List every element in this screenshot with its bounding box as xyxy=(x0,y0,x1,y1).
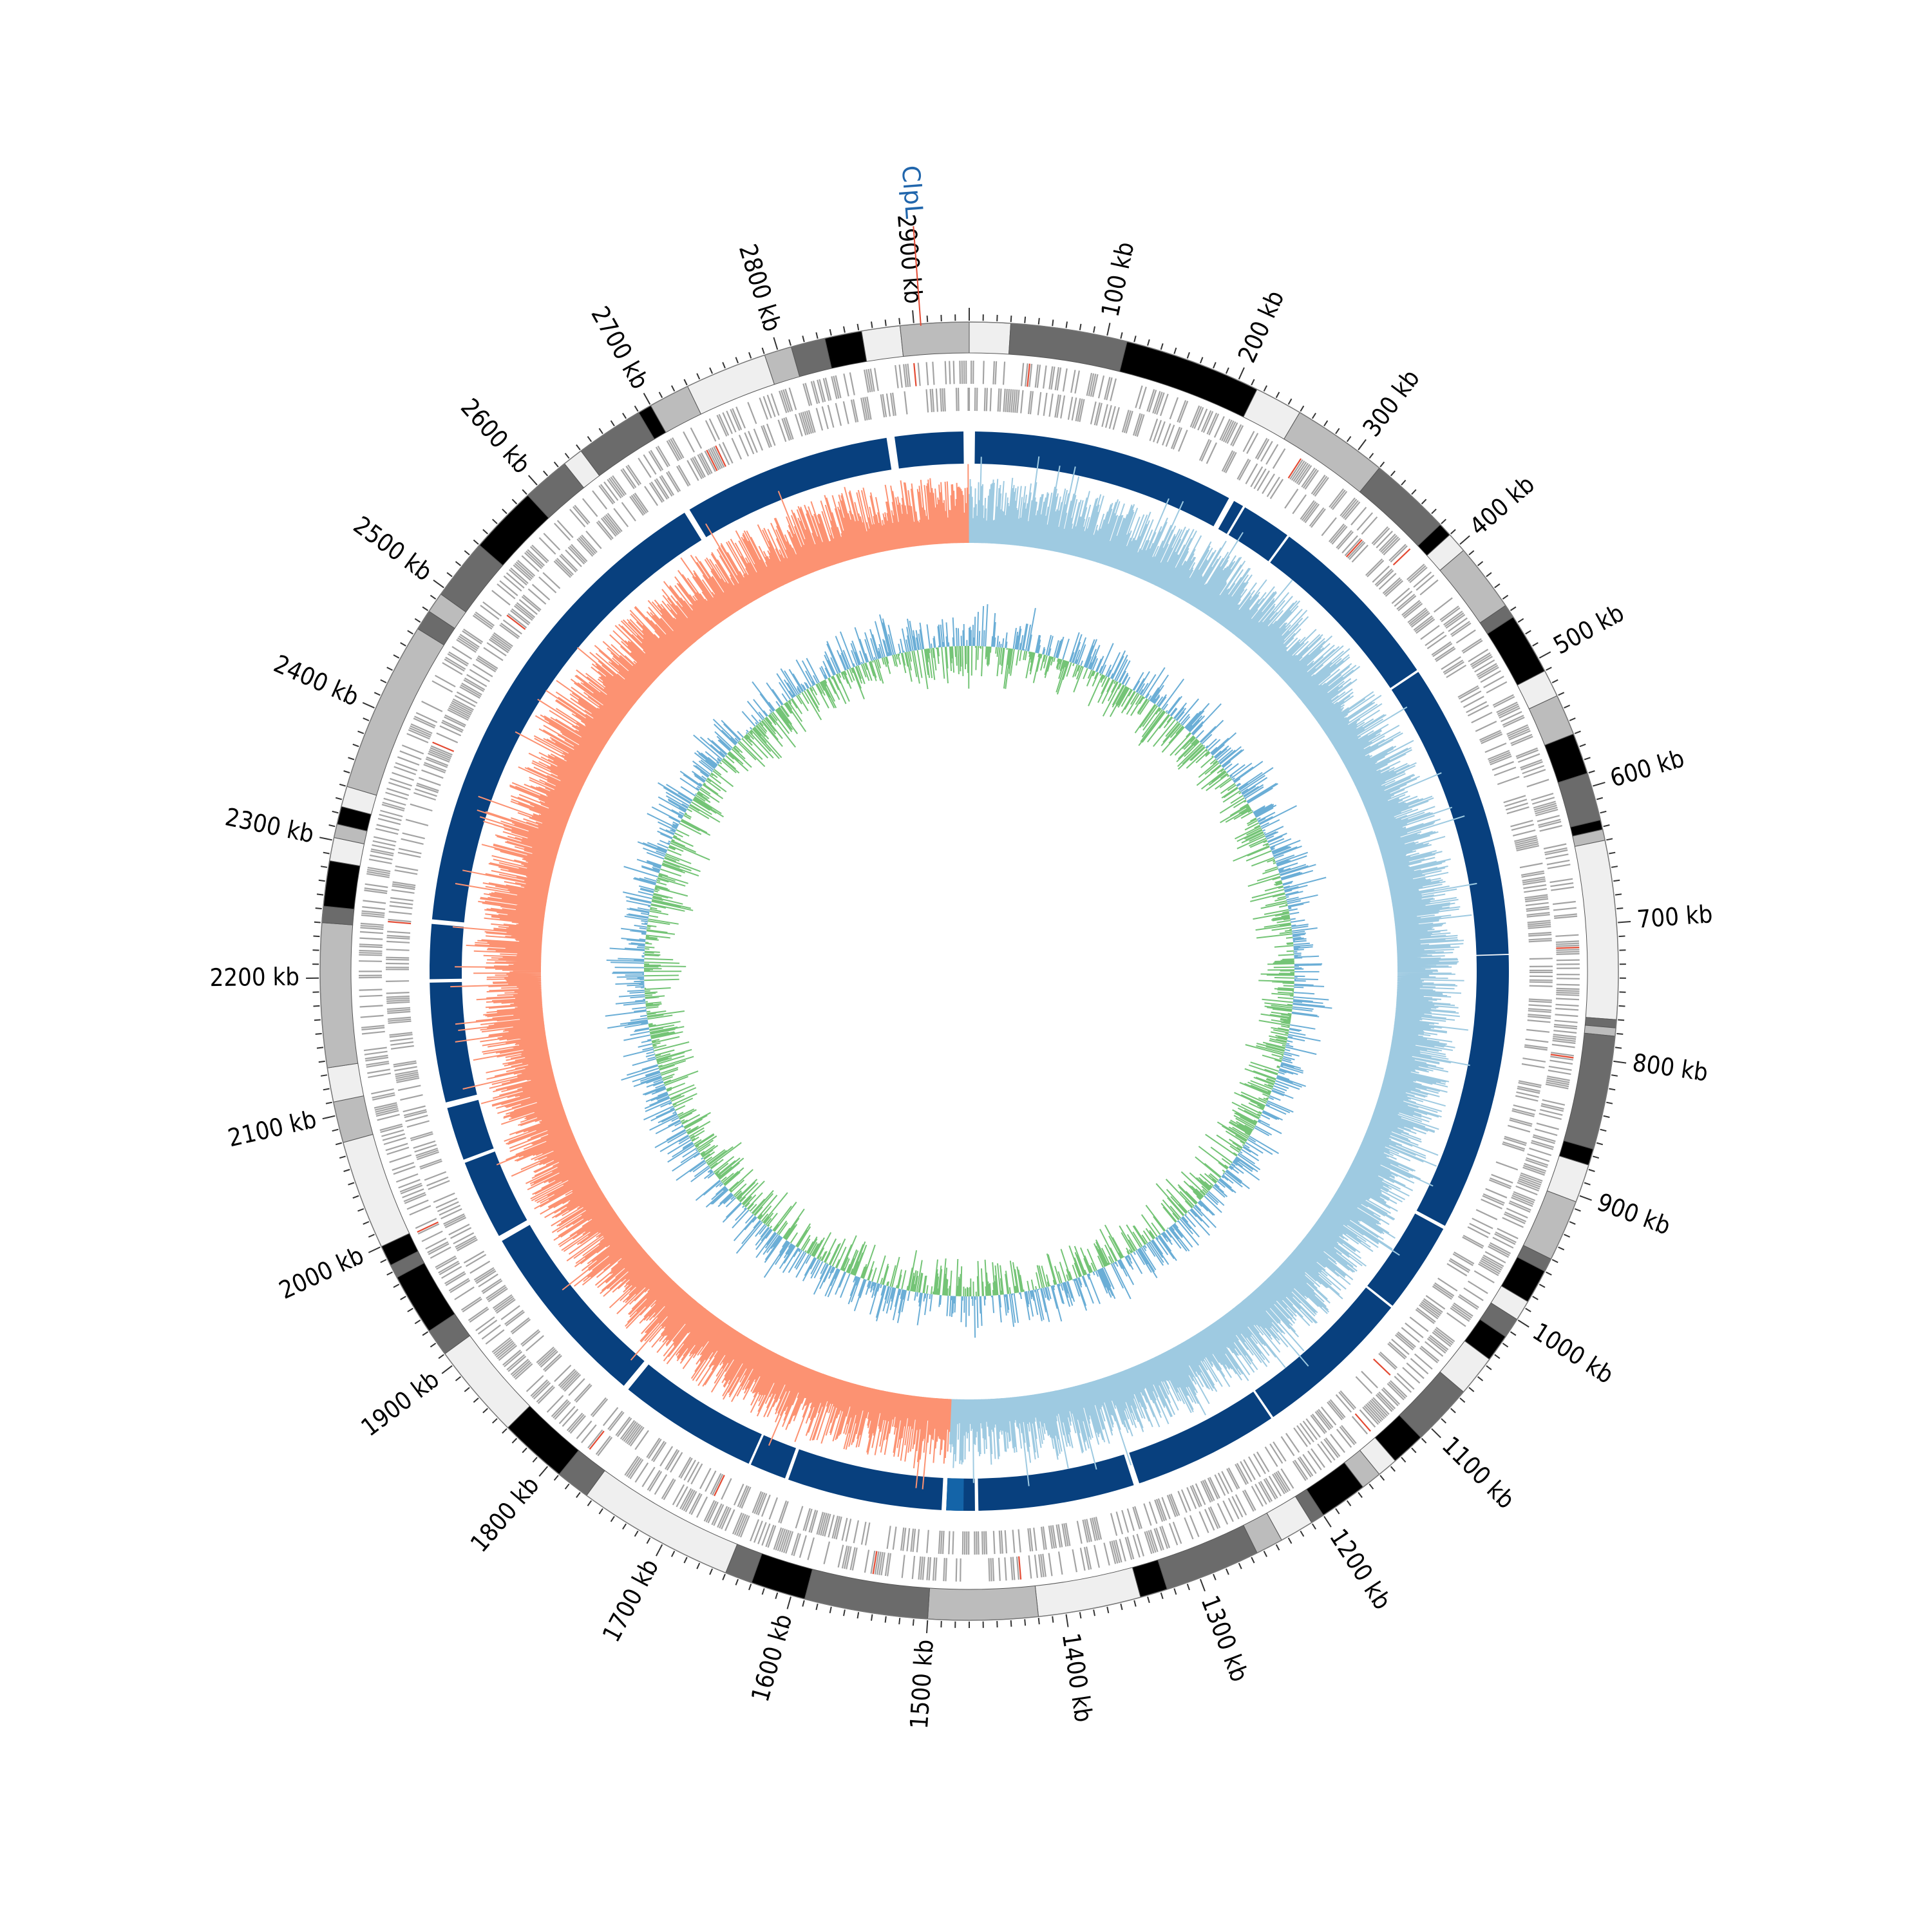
gene-feature-ring xyxy=(358,360,1580,1582)
contig-segment xyxy=(628,1364,762,1464)
cytoband-segment xyxy=(927,1585,1039,1621)
contig-segment xyxy=(430,981,477,1103)
axis-tick-label: 800 kb xyxy=(1631,1048,1710,1087)
contig-segment xyxy=(502,1225,645,1386)
cytoband-segment xyxy=(969,321,1012,355)
gc-skew-positive xyxy=(949,456,1477,1486)
cytoband-segment xyxy=(333,1095,374,1143)
contig-segment xyxy=(431,513,702,923)
axis-tick-label: 2400 kb xyxy=(270,649,363,712)
contig-segment xyxy=(464,1151,527,1236)
axis-tick-label: 2700 kb xyxy=(585,301,654,393)
gene-feature-accent-marks xyxy=(388,363,1580,1580)
gc-content-ring xyxy=(605,604,1332,1338)
cytoband-segment xyxy=(1008,323,1128,372)
contig-segment xyxy=(1255,1287,1392,1417)
cytoband-segment xyxy=(343,1133,410,1247)
contig-segment xyxy=(1270,536,1417,688)
contig-ring xyxy=(430,431,1509,1511)
axis-tick-label: 2800 kb xyxy=(734,241,787,335)
axis-tick-label: 900 kb xyxy=(1593,1188,1674,1240)
cytoband-segment xyxy=(1157,1524,1258,1590)
axis-tick-label: 1300 kb xyxy=(1195,1591,1254,1685)
axis-tick-label: 2500 kb xyxy=(348,511,438,587)
gc-skew-ring xyxy=(450,456,1477,1490)
contig-segment xyxy=(1416,954,1509,1226)
cytoband-segment xyxy=(687,354,775,415)
cytoband-segment xyxy=(804,1568,931,1620)
contig-segment xyxy=(750,1435,797,1479)
axis-tick-label: 2200 kb xyxy=(209,963,299,992)
gc-skew-negative xyxy=(450,464,969,1490)
axis-tick-label: 1800 kb xyxy=(465,1471,545,1558)
cytoband-segment xyxy=(1557,772,1601,828)
axis-tick-label: 200 kb xyxy=(1233,286,1290,366)
gene-feature-marks xyxy=(358,360,1580,1582)
axis-tick-label: 700 kb xyxy=(1636,900,1714,934)
cytoband-segment xyxy=(346,628,445,796)
contig-segment xyxy=(894,431,964,469)
cytoband-segment xyxy=(861,325,904,362)
axis-tick-label: 2100 kb xyxy=(225,1105,319,1153)
axis-tick-marks xyxy=(306,308,1631,1633)
gene-leader-line xyxy=(913,226,922,326)
cytoband-segment xyxy=(327,1063,365,1103)
axis-tick-label: 100 kb xyxy=(1096,240,1140,319)
cytoband-ring xyxy=(319,321,1619,1621)
cytoband-segment xyxy=(444,1335,531,1428)
position-axis xyxy=(306,308,1631,1633)
contig-segment xyxy=(978,1454,1134,1511)
axis-tick-label: 1500 kb xyxy=(905,1638,939,1730)
cytoband-segment xyxy=(323,860,361,910)
cytoband-segment xyxy=(319,922,359,1068)
axis-tick-label: 600 kb xyxy=(1607,744,1687,793)
contig-segment xyxy=(1228,507,1288,562)
contig-segment xyxy=(1391,672,1509,955)
gc-content-low xyxy=(643,645,1295,1297)
axis-tick-label: 300 kb xyxy=(1357,365,1425,442)
cytoband-segment xyxy=(1359,467,1441,547)
axis-tick-label: 1100 kb xyxy=(1437,1431,1520,1514)
contig-segment xyxy=(689,437,892,538)
axis-tick-label: 2300 kb xyxy=(223,802,316,848)
cytoband-segment xyxy=(899,321,970,357)
contig-segment xyxy=(788,1449,943,1510)
axis-tick-label: 1700 kb xyxy=(597,1554,665,1647)
axis-tick-label: 500 kb xyxy=(1549,598,1629,659)
axis-tick-label: 400 kb xyxy=(1464,470,1540,541)
contig-segment xyxy=(1129,1391,1272,1484)
contig-segment xyxy=(1218,500,1244,534)
axis-tick-label: 1400 kb xyxy=(1057,1631,1098,1724)
gc-content-high xyxy=(605,604,1332,1338)
axis-tick-label: 1900 kb xyxy=(356,1365,444,1442)
contig-segment xyxy=(447,1099,494,1160)
axis-tick-label: 1200 kb xyxy=(1324,1524,1397,1615)
axis-tick-label: 1000 kb xyxy=(1528,1317,1618,1389)
axis-tick-label: 1600 kb xyxy=(746,1611,798,1705)
contig-segment xyxy=(1367,1213,1444,1306)
contig-highlight-segment xyxy=(946,1478,964,1511)
axis-tick-label: 2000 kb xyxy=(275,1241,368,1305)
contig-segment xyxy=(974,431,1229,527)
highlighted-gene-marker: ClpL xyxy=(896,164,929,326)
cytoband-outline xyxy=(319,321,1619,1621)
gene-label: ClpL xyxy=(896,164,929,219)
axis-tick-label: 2900 kb xyxy=(892,213,928,305)
contig-segment xyxy=(430,923,464,980)
axis-tick-label: 2600 kb xyxy=(455,393,536,478)
